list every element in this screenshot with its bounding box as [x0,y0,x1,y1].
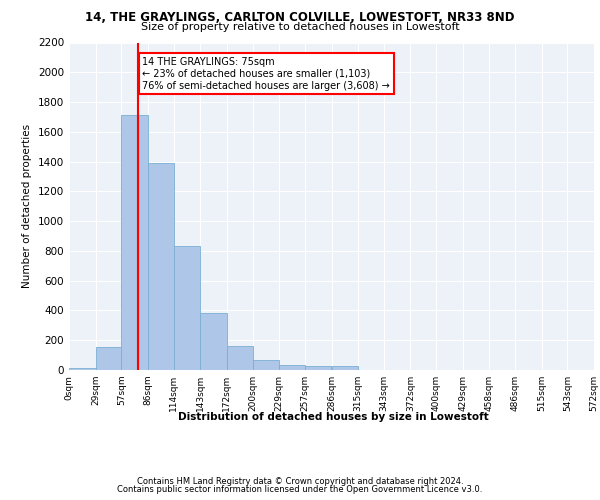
Bar [121,116,148,370]
Bar [305,366,331,370]
Bar [173,246,200,370]
Text: 14 THE GRAYLINGS: 75sqm
← 23% of detached houses are smaller (1,103)
76% of semi: 14 THE GRAYLINGS: 75sqm ← 23% of detache… [142,58,390,90]
Bar [279,365,305,370]
Bar [331,366,358,370]
Bar [227,346,253,370]
Text: Contains public sector information licensed under the Open Government Licence v3: Contains public sector information licen… [118,485,482,494]
Bar [148,163,173,370]
Bar [200,312,227,370]
Text: 14, THE GRAYLINGS, CARLTON COLVILLE, LOWESTOFT, NR33 8ND: 14, THE GRAYLINGS, CARLTON COLVILLE, LOW… [85,11,515,24]
Bar [69,368,95,370]
Bar [253,360,279,370]
Text: Size of property relative to detached houses in Lowestoft: Size of property relative to detached ho… [140,22,460,32]
Text: Distribution of detached houses by size in Lowestoft: Distribution of detached houses by size … [178,412,488,422]
Y-axis label: Number of detached properties: Number of detached properties [22,124,32,288]
Bar [95,347,121,370]
Text: Contains HM Land Registry data © Crown copyright and database right 2024.: Contains HM Land Registry data © Crown c… [137,477,463,486]
